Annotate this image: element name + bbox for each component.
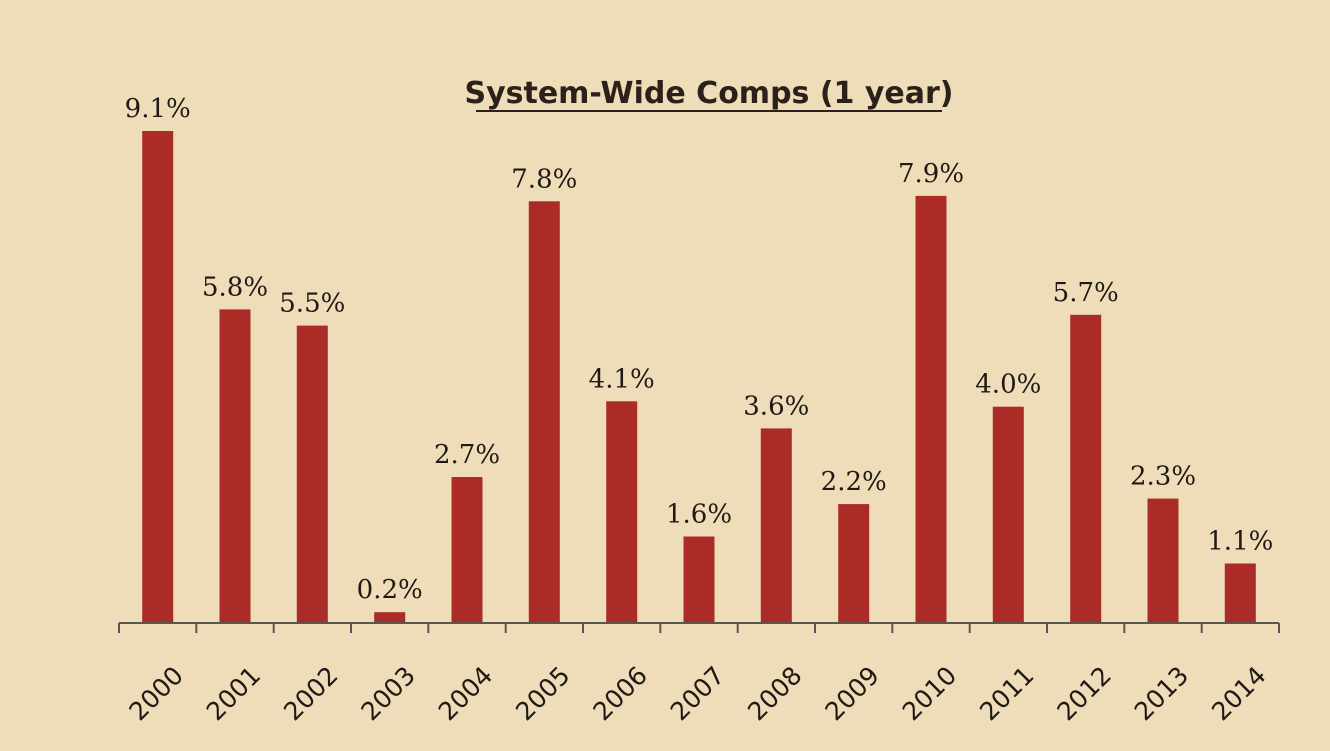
- bar-2010: [915, 195, 947, 623]
- bar-2003: [374, 612, 406, 623]
- bar-2007: [683, 536, 715, 623]
- x-tick-label-2001: 2001: [201, 661, 266, 726]
- x-tick-label-2011: 2011: [974, 661, 1039, 726]
- x-tick-label-2008: 2008: [742, 661, 807, 726]
- data-label-2002: 5.5%: [279, 289, 345, 319]
- bar-2002: [296, 325, 328, 623]
- data-label-2000: 9.1%: [125, 94, 191, 124]
- x-tick-label-2004: 2004: [433, 661, 498, 726]
- bar-2009: [838, 504, 870, 623]
- x-tick-label-2010: 2010: [897, 661, 962, 726]
- x-tick-label-2007: 2007: [665, 661, 730, 726]
- x-tick-label-2003: 2003: [355, 661, 420, 726]
- data-label-2011: 4.0%: [975, 370, 1041, 400]
- bar-2014: [1224, 563, 1256, 623]
- bar-2001: [219, 309, 251, 623]
- x-tick-label-2006: 2006: [587, 661, 652, 726]
- x-tick-label-2012: 2012: [1051, 661, 1116, 726]
- bar-2005: [528, 201, 560, 624]
- data-labels-layer: 9.1% 5.8% 5.5% 0.2% 2.7% 7.8% 4.1% 1.6% 3.6% 2.2%…: [125, 94, 1274, 605]
- data-label-2005: 7.8%: [511, 164, 577, 194]
- x-tick-label-2005: 2005: [510, 661, 575, 726]
- data-label-2006: 4.1%: [589, 364, 655, 394]
- x-tick-label-2000: 2000: [123, 661, 188, 726]
- x-tick-label-2013: 2013: [1129, 661, 1194, 726]
- bar-2011: [992, 406, 1024, 623]
- data-label-2012: 5.7%: [1053, 278, 1119, 308]
- bar-2000: [142, 131, 174, 623]
- x-tick-label-2014: 2014: [1206, 661, 1271, 726]
- bar-2013: [1147, 498, 1179, 623]
- bar-2012: [1070, 314, 1102, 623]
- data-label-2007: 1.6%: [666, 500, 732, 530]
- data-label-2004: 2.7%: [434, 440, 500, 470]
- data-label-2001: 5.8%: [202, 272, 268, 302]
- x-tick-label-2002: 2002: [278, 661, 343, 726]
- data-label-2014: 1.1%: [1207, 527, 1273, 557]
- bar-2006: [606, 401, 638, 623]
- data-label-2009: 2.2%: [821, 467, 887, 497]
- bar-2004: [451, 477, 483, 623]
- data-label-2003: 0.2%: [357, 575, 423, 605]
- x-tick-label-2009: 2009: [819, 661, 884, 726]
- chart-title: System-Wide Comps (1 year): [464, 76, 953, 111]
- data-label-2010: 7.9%: [898, 159, 964, 189]
- bars-layer: [142, 131, 1256, 624]
- bar-2008: [760, 428, 792, 623]
- x-axis: 2000 2001 2002 2003 2004 2005 2006 2007 2008 2009…: [118, 622, 1280, 726]
- data-label-2008: 3.6%: [743, 391, 809, 421]
- data-label-2013: 2.3%: [1130, 462, 1196, 492]
